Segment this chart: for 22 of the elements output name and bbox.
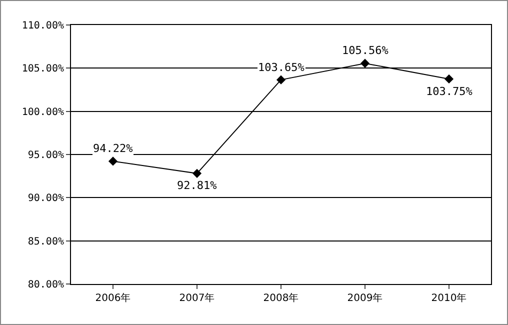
point [108,156,118,166]
point [360,58,370,68]
point [192,168,202,178]
y-tick-label: 100.00% [22,106,64,118]
x-tick-label: 2006年 [95,292,131,304]
y-tick-label: 90.00% [28,193,64,204]
x-tick-label: 2009年 [347,292,383,304]
y-tick-label: 95.00% [28,150,64,161]
x-tick-label: 2008年 [263,292,299,304]
data-label: 92.81% [177,179,218,192]
data-label: 105.56% [342,44,389,57]
point [444,74,454,84]
y-tick-label: 85.00% [28,236,64,248]
data-label: 103.65% [258,61,305,74]
data-label: 94.22% [93,142,134,155]
point [276,75,286,84]
x-tick-label: 2007年 [179,292,215,304]
y-tick-label: 105.00% [22,64,64,75]
data-label: 103.75% [426,85,473,98]
x-tick-label: 2010年 [431,292,467,304]
y-tick-label: 110.00% [22,20,64,32]
y-tick-label: 80.00% [28,280,64,290]
